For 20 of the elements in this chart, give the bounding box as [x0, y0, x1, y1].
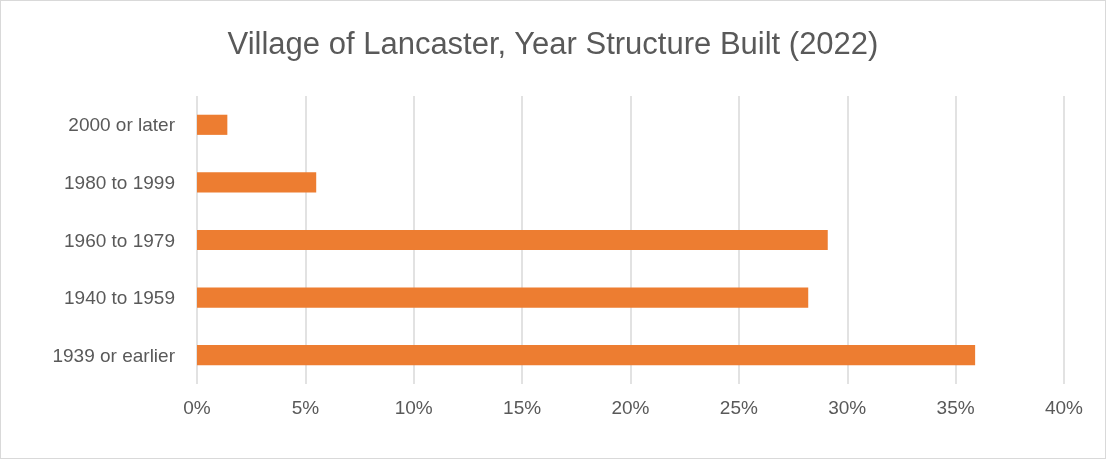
- y-tick-label: 1980 to 1999: [64, 171, 175, 193]
- x-tick-label: 35%: [936, 397, 975, 418]
- y-tick-label: 1940 to 1959: [64, 287, 175, 309]
- y-tick-label: 1939 or earlier: [52, 344, 176, 366]
- x-tick-label: 15%: [503, 397, 542, 418]
- x-tick-label: 10%: [394, 397, 433, 418]
- x-tick-label: 25%: [719, 397, 758, 418]
- bar: [197, 172, 317, 193]
- bar: [197, 345, 976, 366]
- chart-title: Village of Lancaster, Year Structure Built (2022): [227, 26, 879, 61]
- x-tick-label: 20%: [611, 397, 650, 418]
- y-tick-label: 1960 to 1979: [64, 229, 175, 251]
- x-tick-label: 30%: [828, 397, 867, 418]
- bar: [197, 229, 828, 251]
- x-tick-label: 40%: [1044, 397, 1084, 418]
- x-tick-label: 5%: [291, 397, 320, 418]
- bar: [197, 287, 809, 308]
- bar: [197, 114, 228, 135]
- x-tick-label: 0%: [183, 397, 211, 418]
- y-tick-label: 2000 or later: [68, 114, 176, 136]
